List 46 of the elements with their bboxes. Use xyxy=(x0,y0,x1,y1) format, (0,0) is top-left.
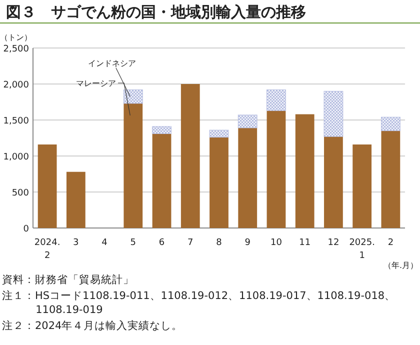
bar xyxy=(210,137,228,228)
bar xyxy=(123,90,143,104)
x-tick-label: 10 xyxy=(270,238,282,248)
x-tick-label: 7 xyxy=(188,238,194,248)
x-tick-label: 8 xyxy=(216,238,222,248)
x-axis-title: （年.月） xyxy=(383,261,418,270)
x-tick-label: 12 xyxy=(328,238,340,248)
x-tick-label: 11 xyxy=(299,238,311,248)
bar xyxy=(352,144,372,228)
bar xyxy=(38,144,57,228)
text: インドネシア xyxy=(88,59,136,68)
x-tick-label: 2024. 2 xyxy=(34,238,60,261)
bar xyxy=(152,126,172,134)
text: 資料：財務省「貿易統計」 xyxy=(2,273,135,287)
y-tick-label: 1,000 xyxy=(3,152,30,162)
bar xyxy=(66,172,86,228)
x-tick-label: 5 xyxy=(130,238,136,248)
x-tick-label: 9 xyxy=(244,238,251,248)
bar xyxy=(238,128,258,228)
y-axis-title: （トン） xyxy=(0,33,32,42)
bar xyxy=(124,103,143,228)
bar xyxy=(266,90,286,111)
y-tick-label: 2,000 xyxy=(3,80,30,90)
x-tick-label: 6 xyxy=(158,238,165,248)
x-tick-label: 2 xyxy=(388,238,394,248)
chart-title: 図３ サゴでん粉の国・地域別輸入量の推移 xyxy=(6,3,306,21)
x-tick-label: 2025. 1 xyxy=(349,238,375,261)
text: 注２：2024年４月は輸入実績なし。 xyxy=(2,319,184,333)
text: 注１：HSコード1108.19-011、1108.19-012、1108.19-017、1108.19-018、1108.19-019 xyxy=(2,289,397,317)
y-tick-label: 500 xyxy=(12,188,30,198)
bar xyxy=(266,110,286,228)
bar xyxy=(180,84,200,228)
bar xyxy=(381,130,400,228)
x-tick-label: 3 xyxy=(73,238,79,248)
bar xyxy=(295,114,314,228)
x-tick-label: 4 xyxy=(102,238,108,248)
bar xyxy=(381,116,400,132)
y-tick-label: 0 xyxy=(23,224,30,234)
bar xyxy=(324,136,343,228)
text: マレーシア xyxy=(76,79,116,88)
bar xyxy=(209,130,229,138)
y-tick-label: 2,500 xyxy=(3,44,30,54)
bar xyxy=(152,134,172,228)
y-tick-label: 1,500 xyxy=(3,116,30,126)
bar xyxy=(238,114,258,128)
bar xyxy=(324,90,344,137)
